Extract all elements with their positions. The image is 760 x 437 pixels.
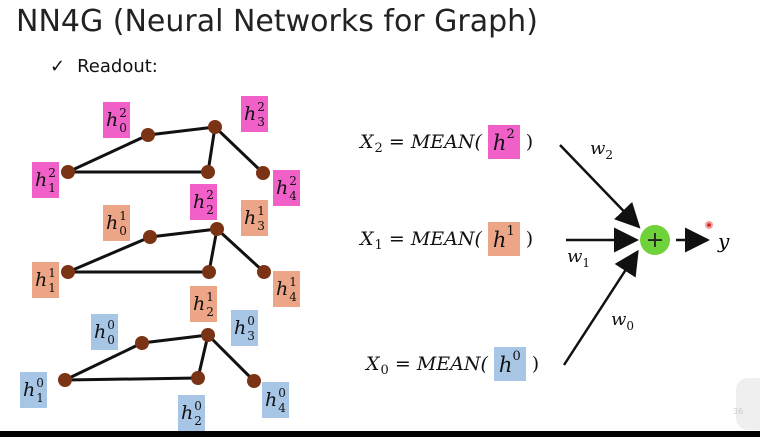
graph-node [208,120,222,134]
graph-node [257,265,271,279]
page-title: NN4G (Neural Networks for Graph) [16,4,538,39]
bottom-bar [0,431,760,437]
output-y: y [718,229,730,253]
graph-layer-0 [58,328,261,388]
sum-node [640,225,670,255]
weight-w2: w2 [590,138,614,162]
edge [67,133,149,174]
corner-tab [736,378,760,430]
arrow-x0-to-sum [562,249,639,366]
sum-symbol: + [645,227,665,253]
edge [213,125,265,175]
graph-node [202,265,216,279]
edge [141,333,209,345]
readout-bullet: ✓ Readout: [50,56,158,77]
graph-node [256,166,270,180]
edge [64,341,143,382]
edge [64,376,199,382]
edge [149,227,218,239]
graph-node [58,373,72,387]
graph-node [141,128,155,142]
edge [215,227,266,274]
graph-node [61,165,75,179]
edge [206,126,217,173]
graph-node [135,336,149,350]
graph-node [61,265,75,279]
edge [196,334,210,379]
graph-node [247,374,261,388]
weight-w0: w0 [611,309,635,333]
weight-w1: w1 [567,246,591,270]
graph-node [143,230,157,244]
edge [207,228,219,273]
page-number: 36 [733,407,744,416]
graph-layer-1 [61,222,271,279]
graph-layer-2 [61,120,270,180]
graph-node [201,328,215,342]
pointer-dot-center [707,223,711,227]
checkmark-icon: ✓ [50,56,66,77]
graph-node [191,371,205,385]
edge [147,125,216,137]
arrow-x2-to-sum [559,144,641,229]
graph-node [210,222,224,236]
edge [206,333,256,383]
graph-node [201,165,215,179]
readout-label: Readout: [77,56,158,77]
edge [67,235,151,274]
